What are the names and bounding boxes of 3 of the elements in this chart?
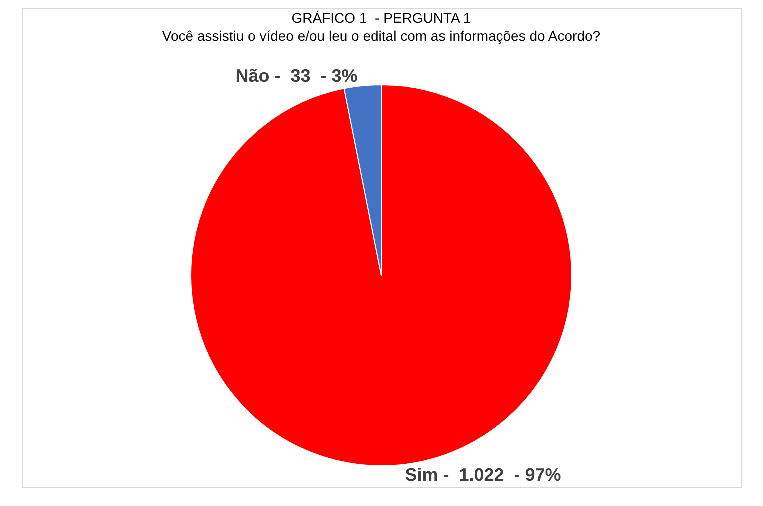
slice-label: Sim - 1.022 - 97% (405, 464, 562, 485)
chart-title: GRÁFICO 1 - PERGUNTA 1 Você assistiu o vídeo e/ou leu o edital com as informações do Acordo? (162, 10, 601, 44)
slice-label: Não - 33 - 3% (236, 66, 358, 86)
